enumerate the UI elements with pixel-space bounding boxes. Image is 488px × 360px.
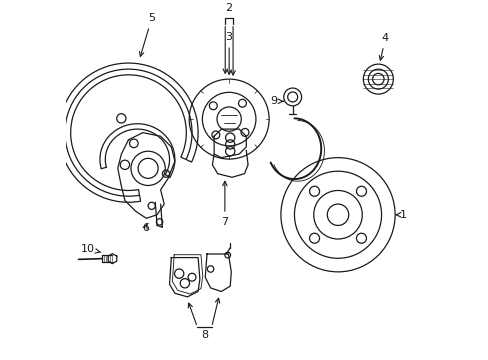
Text: 3: 3 xyxy=(225,32,232,75)
Text: 1: 1 xyxy=(395,210,406,220)
Text: 9: 9 xyxy=(270,96,283,106)
Text: 2: 2 xyxy=(225,3,232,13)
Text: 7: 7 xyxy=(221,181,228,227)
Text: 8: 8 xyxy=(201,330,208,340)
Text: 5: 5 xyxy=(139,13,155,57)
Text: 6: 6 xyxy=(142,223,148,233)
Text: 4: 4 xyxy=(378,33,388,60)
Text: 10: 10 xyxy=(81,244,101,255)
